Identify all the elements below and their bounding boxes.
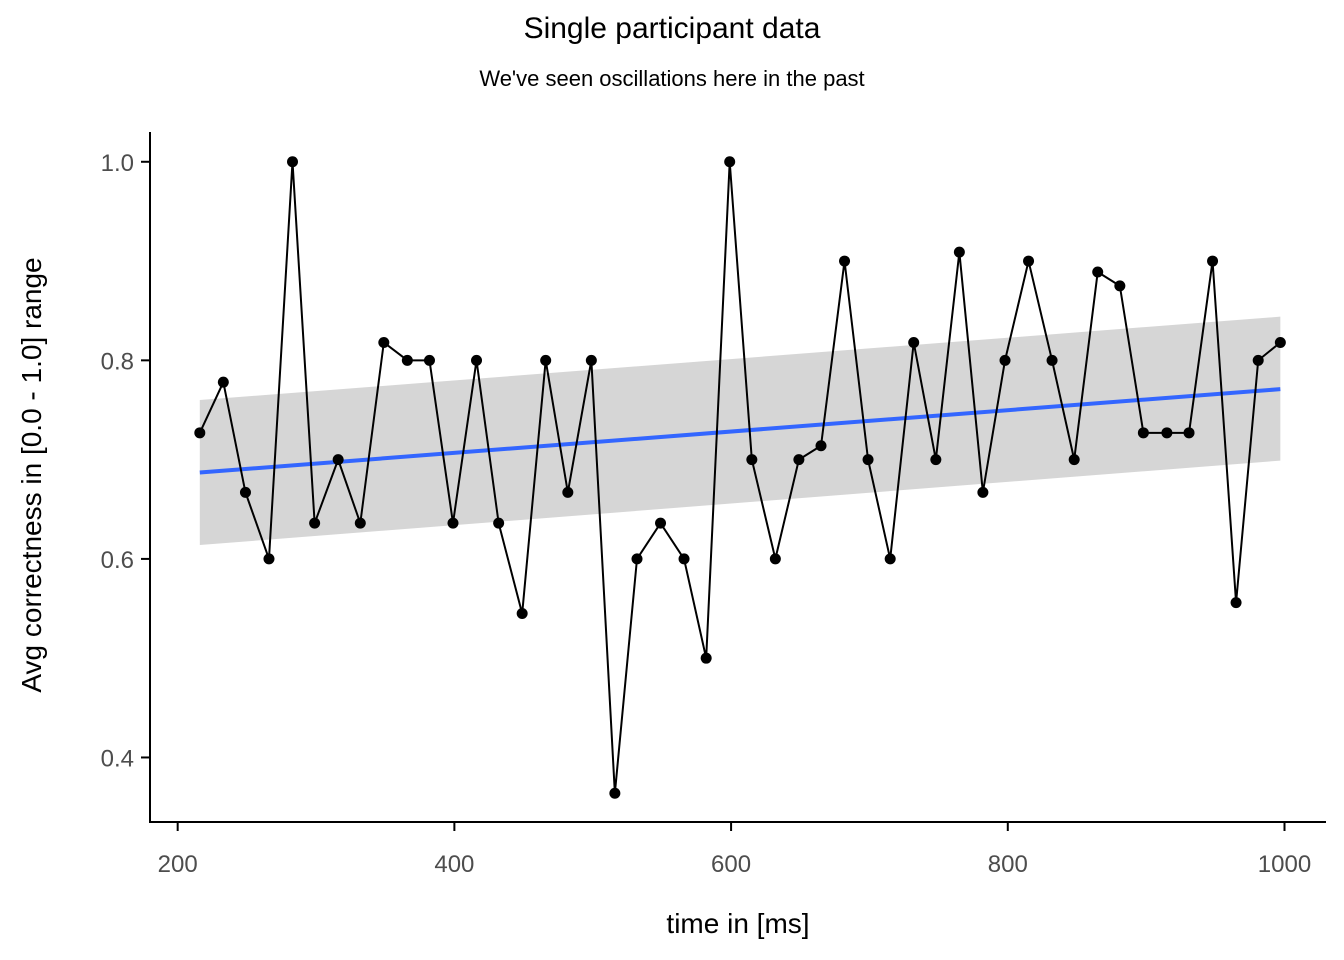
data-point: [423, 354, 435, 366]
data-point: [447, 517, 459, 529]
data-point: [354, 517, 366, 529]
data-point: [194, 427, 206, 439]
data-point: [884, 553, 896, 565]
data-point: [562, 486, 574, 498]
y-axis-label: Avg correctness in [0.0 - 1.0] range: [16, 257, 47, 693]
data-point: [655, 517, 667, 529]
y-tick-label: 0.4: [101, 745, 134, 772]
data-point: [585, 354, 597, 366]
trend-line: [199, 387, 1281, 475]
data-point: [1183, 427, 1195, 439]
data-point: [471, 354, 483, 366]
data-point: [746, 454, 758, 466]
data-point: [1274, 336, 1286, 348]
data-point: [239, 486, 251, 498]
data-point: [263, 553, 275, 565]
data-point: [953, 246, 965, 258]
data-point: [1252, 354, 1264, 366]
x-tick-label: 400: [434, 851, 474, 878]
data-point: [1023, 255, 1035, 267]
data-point: [1161, 427, 1173, 439]
data-point: [631, 553, 643, 565]
data-point: [930, 454, 942, 466]
data-point: [977, 486, 989, 498]
data-point: [678, 553, 690, 565]
data-point: [724, 156, 736, 168]
data-point: [793, 454, 805, 466]
x-tick-label: 1000: [1258, 851, 1311, 878]
data-point: [401, 354, 413, 366]
x-tick-label: 200: [158, 851, 198, 878]
data-point: [1092, 266, 1104, 278]
chart-subtitle: We've seen oscillations here in the past: [479, 66, 865, 91]
data-point: [1114, 280, 1126, 292]
x-axis-label: time in [ms]: [666, 908, 810, 939]
data-point: [1207, 255, 1219, 267]
data-point: [516, 608, 528, 620]
data-point: [309, 517, 321, 529]
data-point: [493, 517, 505, 529]
y-tick-label: 0.6: [101, 547, 134, 574]
data-point: [1046, 354, 1058, 366]
x-tick-label: 600: [711, 851, 751, 878]
data-point: [609, 787, 621, 799]
data-point: [1230, 597, 1242, 609]
data-point: [540, 354, 552, 366]
data-point: [769, 553, 781, 565]
data-point: [1137, 427, 1149, 439]
y-tick-label: 1.0: [101, 150, 134, 177]
y-tick-label: 0.8: [101, 348, 134, 375]
data-point: [862, 454, 874, 466]
data-point: [217, 376, 229, 388]
x-tick-label: 800: [988, 851, 1028, 878]
data-point: [332, 454, 344, 466]
data-point: [378, 336, 390, 348]
data-point: [287, 156, 299, 168]
data-point: [908, 336, 920, 348]
data-point: [700, 652, 712, 664]
chart-title: Single participant data: [523, 12, 821, 45]
data-point: [999, 354, 1011, 366]
data-point: [815, 440, 827, 452]
data-point: [839, 255, 851, 267]
data-point: [1068, 454, 1080, 466]
